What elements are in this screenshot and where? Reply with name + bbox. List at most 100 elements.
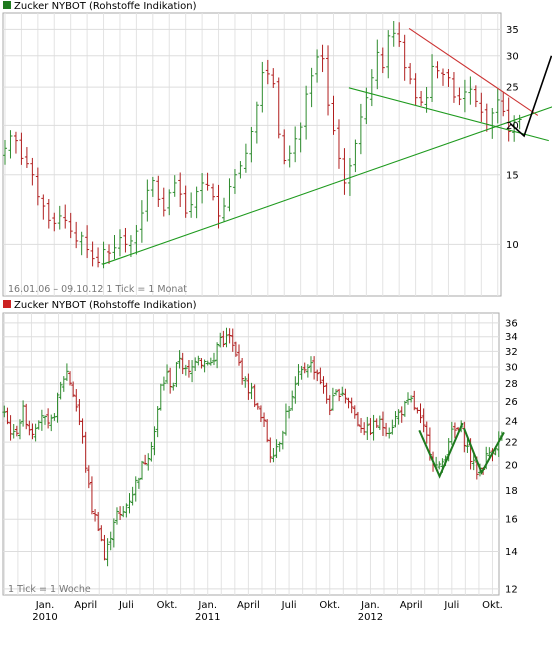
bottom-price-bar (86, 465, 91, 489)
top-price-bar (260, 61, 265, 113)
bottom-price-bar (17, 419, 22, 440)
top-price-bar (517, 114, 522, 130)
bottom-x-tick-label: Jan. (197, 600, 217, 611)
bottom-chart-title: Zucker NYBOT (Rohstoffe Indikation) (14, 300, 197, 311)
top-price-bar (326, 45, 331, 116)
top-price-bar (353, 139, 358, 173)
bottom-price-bar (127, 493, 132, 514)
top-plot-frame (2, 12, 502, 297)
top-price-bar (473, 85, 478, 108)
bottom-price-bar (315, 369, 320, 382)
bottom-price-bar (233, 341, 238, 357)
bottom-price-bar (46, 408, 51, 429)
top-trendline (408, 27, 539, 116)
bottom-price-bar (237, 344, 242, 366)
top-price-bar (35, 167, 40, 206)
bottom-price-bar (334, 389, 339, 396)
top-price-bar (293, 126, 298, 163)
bottom-price-bar (268, 437, 273, 463)
bottom-y-tick-label: 16 (505, 515, 518, 526)
bottom-price-bar (343, 388, 348, 404)
top-price-bar (298, 122, 303, 153)
bottom-price-bar (202, 359, 207, 373)
top-price-bar (287, 145, 292, 168)
bottom-price-bar (365, 416, 370, 440)
bottom-price-bar (421, 408, 426, 433)
bottom-price-bar (346, 397, 351, 409)
bottom-price-bar (418, 403, 423, 424)
top-price-bar (211, 183, 216, 201)
bottom-price-bar (149, 441, 154, 462)
top-price-bar (457, 87, 462, 106)
bottom-price-bar (96, 511, 101, 532)
top-trendlines (102, 27, 552, 265)
bottom-y-tick-label: 26 (505, 397, 518, 408)
bottom-price-bar (487, 447, 492, 458)
bottom-trendline (463, 427, 505, 475)
bottom-price-bar (64, 363, 69, 381)
top-trendline (348, 87, 549, 142)
bottom-price-bar (161, 376, 166, 391)
top-price-bar (178, 172, 183, 207)
top-price-bar (96, 247, 101, 268)
bottom-price-bar (143, 454, 148, 465)
top-price-bar (13, 131, 18, 154)
top-price-bar (397, 22, 402, 47)
bottom-price-bar (174, 362, 179, 388)
top-price-bar (265, 59, 270, 85)
top-price-bar (52, 212, 57, 232)
bottom-price-bar (337, 388, 342, 402)
bottom-price-bar (68, 371, 73, 386)
bottom-price-bar (321, 376, 326, 394)
bottom-price-bar (249, 382, 254, 400)
top-chart-title: Zucker NYBOT (Rohstoffe Indikation) (14, 1, 197, 12)
top-price-bar (134, 225, 139, 255)
top-price-bar (19, 132, 24, 165)
bottom-price-bar (302, 362, 307, 374)
bottom-price-bar (108, 531, 113, 551)
top-price-bar (238, 161, 243, 179)
bottom-price-bar (252, 384, 257, 408)
bottom-price-bar (146, 453, 151, 471)
bottom-price-bar (165, 364, 170, 384)
top-price-bar (271, 68, 276, 88)
top-y-tick-label: 25 (506, 83, 519, 94)
bottom-price-bar (262, 412, 267, 428)
top-price-bar (331, 95, 336, 135)
bottom-price-bar (33, 423, 38, 442)
bottom-price-bar (171, 382, 176, 391)
top-price-bar (413, 73, 418, 106)
top-price-bar (479, 92, 484, 122)
top-price-bar (391, 20, 396, 47)
bottom-price-bar (43, 415, 47, 425)
bottom-x-tick-label: Okt. (157, 600, 178, 611)
bottom-price-bar (471, 453, 476, 471)
bottom-price-bar (409, 395, 414, 403)
top-trendline (102, 106, 552, 265)
top-price-bar (358, 103, 363, 155)
bottom-price-bar (374, 418, 379, 428)
top-price-bar (243, 143, 248, 173)
bottom-chart: Zucker NYBOT (Rohstoffe Indikation) 12 14… (2, 300, 518, 623)
bottom-price-bar (74, 389, 79, 412)
top-price-bar (375, 39, 380, 90)
bottom-price-bar (221, 330, 226, 348)
bottom-grid (3, 313, 499, 595)
top-price-bar (441, 68, 445, 86)
top-price-bar (117, 229, 122, 257)
bottom-price-bar (290, 390, 295, 411)
top-price-bar (183, 185, 188, 218)
top-price-bar (161, 187, 166, 217)
top-price-bar (282, 129, 287, 165)
bottom-price-bar (130, 486, 135, 506)
bottom-price-bar (330, 387, 335, 411)
bottom-price-bar (30, 423, 35, 440)
top-price-bar (3, 140, 7, 165)
top-price-bar (430, 54, 435, 103)
bottom-price-bar (402, 400, 407, 417)
bottom-price-bar (24, 403, 29, 430)
bottom-price-bar (89, 476, 94, 515)
bottom-price-bar (396, 409, 401, 425)
bottom-price-bar (208, 357, 213, 366)
bottom-price-bar (199, 358, 204, 369)
